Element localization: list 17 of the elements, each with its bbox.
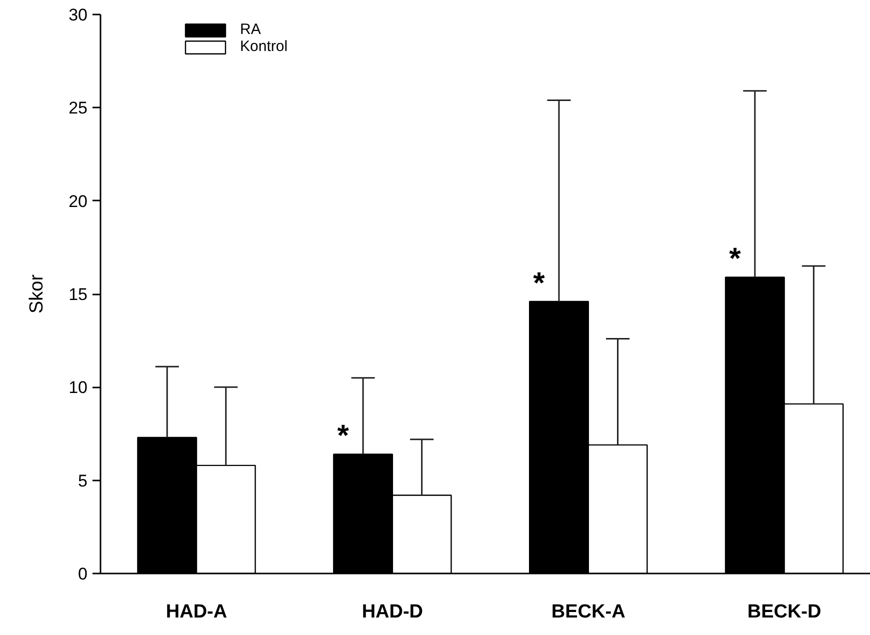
y-tick-label: 5 <box>78 471 88 490</box>
y-tick-label: 0 <box>78 564 88 584</box>
y-tick-label: 15 <box>68 285 88 304</box>
y-tick-label: 10 <box>68 378 88 398</box>
y-tick-label: 20 <box>68 192 88 211</box>
legend-label: Kontrol <box>240 38 288 55</box>
data-label: * <box>533 266 546 300</box>
x-tick-label: BECK-A <box>551 602 626 622</box>
data-label: * <box>729 242 742 276</box>
legend-label: RA <box>240 21 261 38</box>
y-tick-label: 25 <box>68 98 88 118</box>
x-tick-label: HAD-A <box>166 602 228 622</box>
data-label: * <box>337 420 350 453</box>
x-tick-label: HAD-D <box>362 602 424 622</box>
y-axis-title: Skor <box>26 274 48 314</box>
x-tick-label: BECK-D <box>747 602 822 622</box>
y-tick-label: 30 <box>68 6 88 24</box>
